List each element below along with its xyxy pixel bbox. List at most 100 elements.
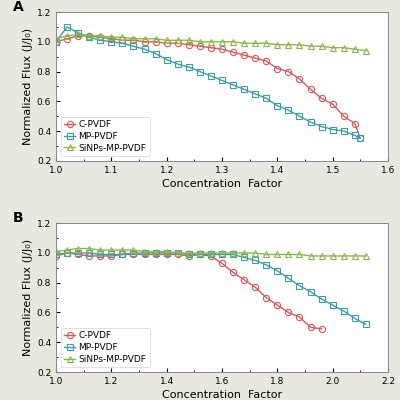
C-PVDF (120, 38, 125, 43)
MP-PVDF (253, 92, 258, 96)
C-PVDF (98, 254, 103, 258)
SiNPs-MP-PVDF (198, 39, 202, 44)
SiNPs-MP-PVDF (131, 36, 136, 41)
SiNPs-MP-PVDF (253, 41, 258, 46)
Line: MP-PVDF: MP-PVDF (53, 250, 369, 328)
SiNPs-MP-PVDF (65, 34, 70, 38)
SiNPs-MP-PVDF (54, 36, 58, 41)
MP-PVDF (208, 252, 213, 257)
C-PVDF (76, 252, 80, 257)
SiNPs-MP-PVDF (76, 32, 80, 37)
MP-PVDF (319, 297, 324, 302)
C-PVDF (330, 102, 335, 107)
X-axis label: Concentration  Factor: Concentration Factor (162, 390, 282, 400)
C-PVDF (275, 66, 280, 71)
SiNPs-MP-PVDF (253, 250, 258, 255)
SiNPs-MP-PVDF (352, 254, 357, 258)
MP-PVDF (109, 252, 114, 257)
SiNPs-MP-PVDF (186, 250, 191, 255)
C-PVDF (65, 250, 70, 255)
MP-PVDF (120, 252, 125, 257)
Legend: C-PVDF, MP-PVDF, SiNPs-MP-PVDF: C-PVDF, MP-PVDF, SiNPs-MP-PVDF (60, 328, 150, 368)
SiNPs-MP-PVDF (153, 249, 158, 254)
C-PVDF (253, 56, 258, 60)
C-PVDF (242, 277, 246, 282)
C-PVDF (198, 44, 202, 49)
MP-PVDF (341, 129, 346, 134)
MP-PVDF (198, 69, 202, 74)
SiNPs-MP-PVDF (297, 252, 302, 257)
C-PVDF (275, 303, 280, 308)
MP-PVDF (231, 82, 236, 87)
SiNPs-MP-PVDF (87, 246, 92, 251)
SiNPs-MP-PVDF (275, 252, 280, 257)
C-PVDF (231, 270, 236, 275)
SiNPs-MP-PVDF (98, 248, 103, 252)
C-PVDF (98, 35, 103, 40)
MP-PVDF (164, 250, 169, 255)
SiNPs-MP-PVDF (131, 248, 136, 252)
C-PVDF (297, 76, 302, 81)
C-PVDF (286, 310, 291, 315)
MP-PVDF (352, 316, 357, 321)
MP-PVDF (54, 39, 58, 44)
C-PVDF (131, 252, 136, 257)
MP-PVDF (352, 133, 357, 138)
MP-PVDF (231, 252, 236, 257)
SiNPs-MP-PVDF (76, 246, 80, 251)
SiNPs-MP-PVDF (109, 248, 114, 252)
MP-PVDF (264, 96, 269, 101)
Legend: C-PVDF, MP-PVDF, SiNPs-MP-PVDF: C-PVDF, MP-PVDF, SiNPs-MP-PVDF (60, 117, 150, 156)
MP-PVDF (186, 65, 191, 70)
C-PVDF (186, 42, 191, 47)
SiNPs-MP-PVDF (242, 41, 246, 46)
MP-PVDF (142, 250, 147, 255)
SiNPs-MP-PVDF (330, 254, 335, 258)
Line: MP-PVDF: MP-PVDF (53, 24, 364, 142)
SiNPs-MP-PVDF (120, 248, 125, 252)
SiNPs-MP-PVDF (175, 250, 180, 255)
SiNPs-MP-PVDF (231, 250, 236, 255)
SiNPs-MP-PVDF (341, 254, 346, 258)
SiNPs-MP-PVDF (330, 45, 335, 50)
C-PVDF (175, 41, 180, 46)
SiNPs-MP-PVDF (175, 38, 180, 43)
C-PVDF (308, 325, 313, 330)
Text: B: B (13, 211, 24, 225)
SiNPs-MP-PVDF (220, 39, 224, 44)
C-PVDF (164, 41, 169, 46)
MP-PVDF (208, 74, 213, 78)
SiNPs-MP-PVDF (308, 44, 313, 49)
MP-PVDF (175, 62, 180, 66)
SiNPs-MP-PVDF (242, 250, 246, 255)
C-PVDF (208, 254, 213, 258)
SiNPs-MP-PVDF (297, 42, 302, 47)
C-PVDF (54, 254, 58, 258)
MP-PVDF (98, 252, 103, 257)
Y-axis label: Normalized Flux (J/J₀): Normalized Flux (J/J₀) (22, 28, 32, 145)
C-PVDF (242, 53, 246, 58)
C-PVDF (319, 326, 324, 331)
MP-PVDF (330, 303, 335, 308)
C-PVDF (109, 254, 114, 258)
SiNPs-MP-PVDF (164, 249, 169, 254)
C-PVDF (352, 121, 357, 126)
SiNPs-MP-PVDF (198, 250, 202, 255)
SiNPs-MP-PVDF (364, 48, 368, 53)
MP-PVDF (364, 322, 368, 327)
MP-PVDF (76, 250, 80, 255)
C-PVDF (120, 252, 125, 257)
SiNPs-MP-PVDF (341, 45, 346, 50)
C-PVDF (358, 136, 363, 141)
MP-PVDF (341, 309, 346, 314)
MP-PVDF (358, 136, 363, 141)
C-PVDF (231, 50, 236, 54)
MP-PVDF (242, 255, 246, 260)
MP-PVDF (330, 127, 335, 132)
SiNPs-MP-PVDF (231, 39, 236, 44)
MP-PVDF (120, 41, 125, 46)
MP-PVDF (319, 124, 324, 129)
SiNPs-MP-PVDF (364, 254, 368, 258)
C-PVDF (164, 252, 169, 257)
MP-PVDF (142, 47, 147, 52)
